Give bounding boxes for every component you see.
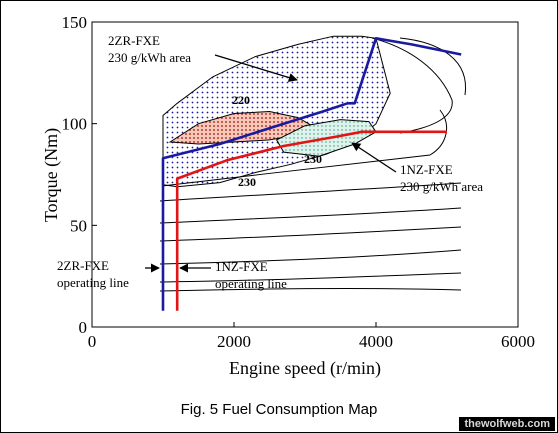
annotation-1nz-area-line2: 230 g/kWh area [400, 179, 483, 194]
series-line-2 [175, 130, 447, 311]
contour-line-5 [159, 207, 462, 224]
watermark: thewolfweb.com [459, 417, 555, 431]
contour-line-4 [159, 226, 462, 242]
annotation-1nz-op-line2: operating line [215, 276, 287, 291]
x-tick-label-1: 2000 [217, 332, 251, 351]
figure-caption: Fig. 5 Fuel Consumption Map [180, 401, 378, 418]
annotation-2zr-area-arrow [214, 54, 298, 82]
x-axis-title: Engine speed (r/min) [229, 358, 381, 379]
y-tick-label-3: 150 [62, 13, 88, 32]
x-tick-label-3: 6000 [501, 332, 535, 351]
x-tick-label-2: 4000 [359, 332, 393, 351]
series-layer [161, 36, 462, 311]
contour-line-3 [159, 249, 462, 265]
x-tick-label-0: 0 [88, 332, 97, 351]
contour-line-1 [159, 287, 462, 292]
annotation-2zr-area-line2: 230 g/kWh area [108, 50, 191, 65]
plot-area [91, 21, 519, 328]
annotation-2zr-op-line1: 2ZR-FXE [57, 258, 109, 273]
annotation-2zr-area-line1: 2ZR-FXE [108, 33, 160, 48]
y-tick-label-0: 0 [79, 318, 88, 337]
y-tick-label-1: 50 [70, 216, 87, 235]
contour-line-6 [159, 182, 462, 202]
annotation-1nz-area-line1: 1NZ-FXE [400, 162, 453, 177]
annotation-2zr-op-line2: operating line [57, 275, 129, 290]
region-1 [162, 35, 391, 188]
contour-line-8 [371, 37, 453, 134]
contour-value-220: 220 [232, 93, 250, 107]
annotation-1nz-area-arrow [351, 142, 397, 173]
contour-line-9 [399, 37, 467, 96]
contour-line-7 [161, 109, 448, 187]
annotation-1nz-op-line1: 1NZ-FXE [215, 259, 268, 274]
tick-layer: 0 2000 4000 6000 0 50 100 150 [62, 13, 536, 351]
region-layer [162, 35, 391, 188]
contour-line-2 [159, 272, 462, 283]
y-tick-label-2: 100 [62, 115, 88, 134]
contour-lines [159, 37, 467, 292]
series-line-1 [161, 36, 462, 311]
contour-value-230-a: 230 [304, 152, 322, 166]
contour-value-230-b: 230 [238, 175, 256, 189]
y-axis-title: Torque (Nm) [41, 128, 62, 222]
